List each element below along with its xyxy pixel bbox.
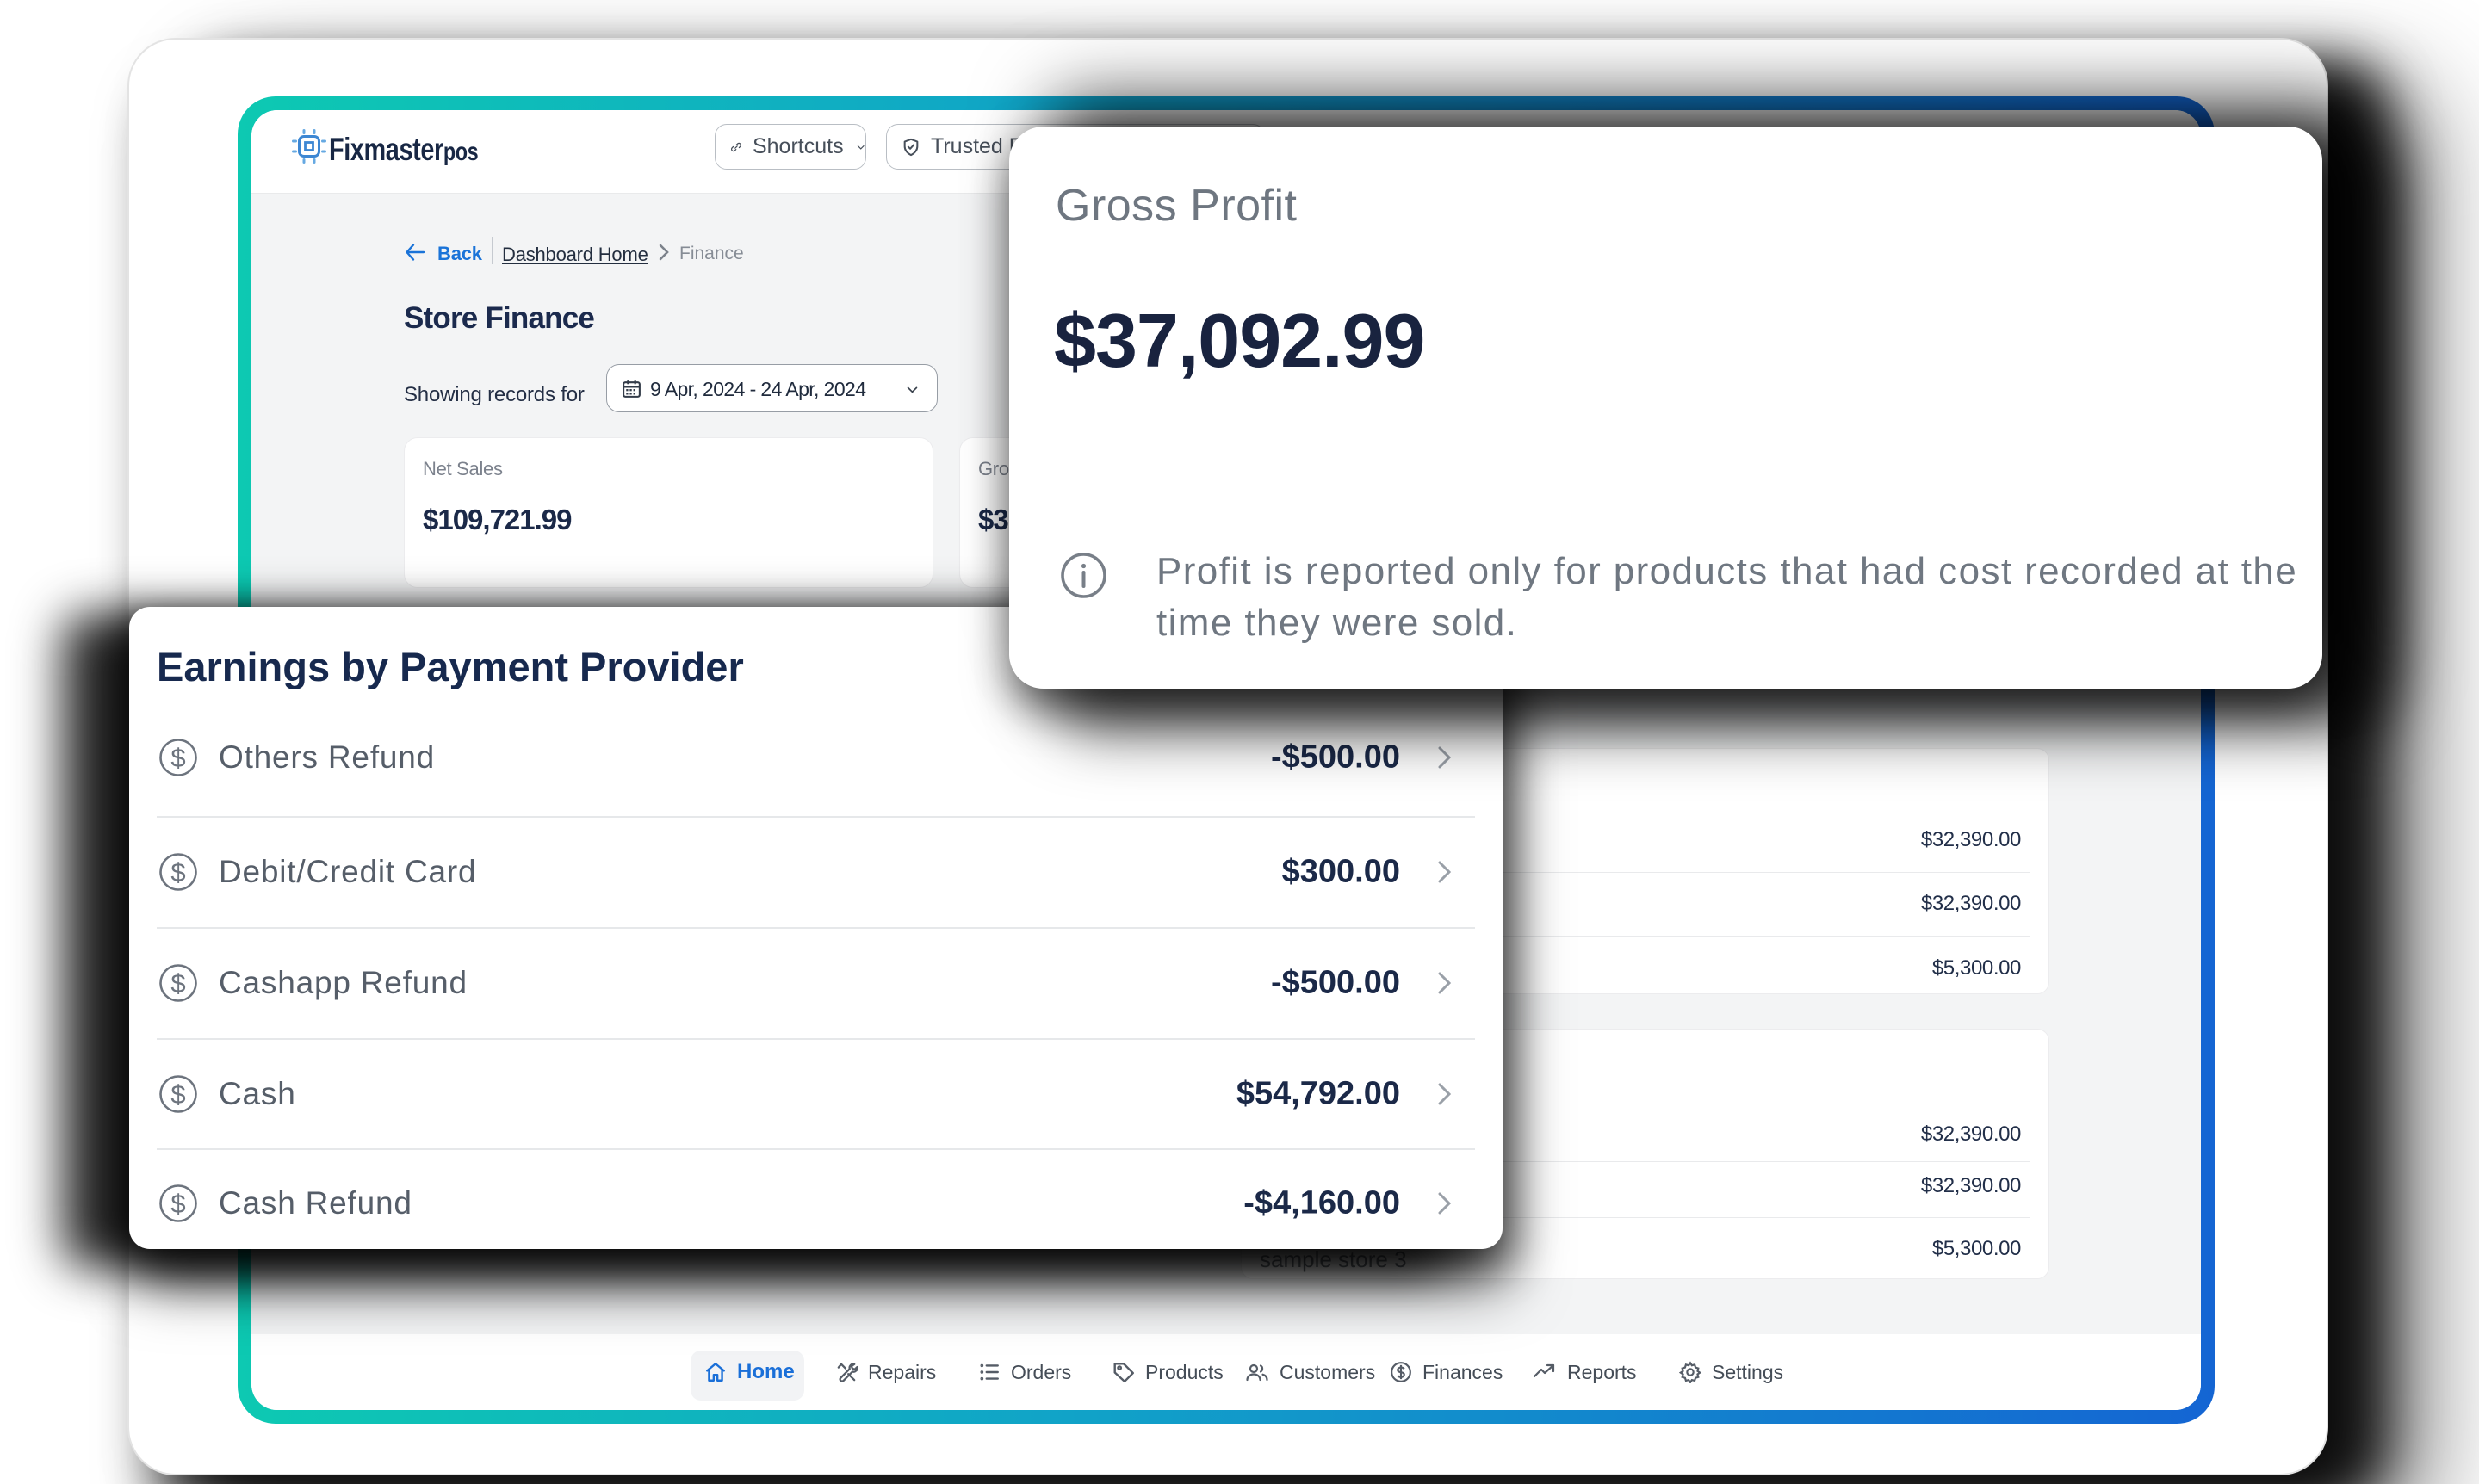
svg-text:$: $ <box>170 968 185 999</box>
svg-text:$: $ <box>170 1189 185 1219</box>
svg-text:$: $ <box>170 857 185 887</box>
svg-text:$: $ <box>170 743 185 773</box>
svg-text:$: $ <box>170 1079 185 1110</box>
